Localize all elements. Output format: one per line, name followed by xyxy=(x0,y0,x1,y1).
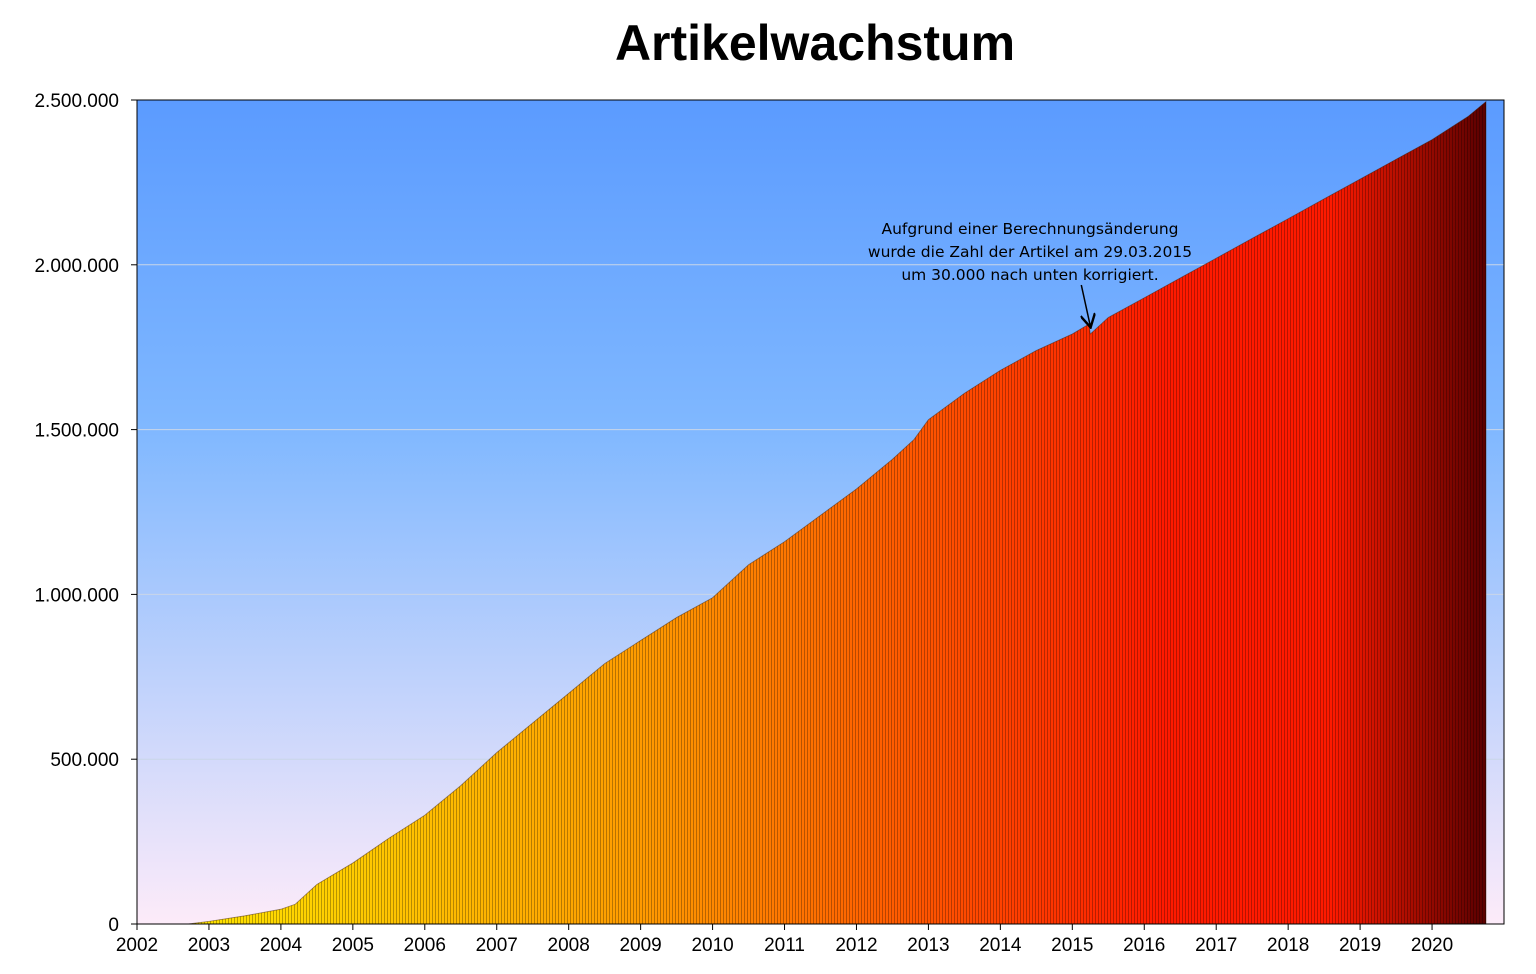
plot-frame xyxy=(136,99,1505,925)
x-tick-label: 2017 xyxy=(1195,935,1237,956)
x-tick-label: 2003 xyxy=(188,935,230,956)
x-tick-label: 2004 xyxy=(260,935,303,956)
y-tick-label: 2.000.000 xyxy=(34,256,119,277)
x-tick-label: 2013 xyxy=(907,935,949,956)
x-tick-label: 2010 xyxy=(691,935,733,956)
x-tick-label: 2016 xyxy=(1123,935,1165,956)
bar-stripes xyxy=(187,101,1486,925)
annotation-text: um 30.000 nach unten korrigiert. xyxy=(901,266,1158,284)
x-tick-label: 2015 xyxy=(1051,935,1093,956)
x-tick-label: 2008 xyxy=(548,935,590,956)
y-tick-label: 1.500.000 xyxy=(34,421,119,442)
x-tick-label: 2006 xyxy=(404,935,446,956)
x-tick-label: 2009 xyxy=(619,935,661,956)
x-tick-label: 2020 xyxy=(1411,935,1453,956)
y-axis: 0 500.000 1.000.000 1.500.000 2.000.000 2.500… xyxy=(34,91,137,936)
series-outline xyxy=(187,100,1487,925)
x-tick-label: 2014 xyxy=(979,935,1022,956)
y-tick-label: 1.000.000 xyxy=(34,585,119,606)
x-tick-label: 2007 xyxy=(476,935,518,956)
x-tick-label: 2018 xyxy=(1267,935,1309,956)
x-tick-label: 2011 xyxy=(764,935,805,956)
x-tick-label: 2005 xyxy=(332,935,374,956)
x-tick-label: 2019 xyxy=(1339,935,1381,956)
x-tick-label: 2012 xyxy=(835,935,877,956)
y-tick-label: 0 xyxy=(108,915,119,936)
chart-title: Artikelwachstum xyxy=(614,15,1016,71)
y-tick-label: 500.000 xyxy=(50,750,119,771)
x-axis: 2002 2003 2004 2005 2006 2007 2008 2009 2010 2011… xyxy=(116,924,1453,956)
data-area xyxy=(187,100,1487,925)
annotation-text: wurde die Zahl der Artikel am 29.03.2015 xyxy=(868,243,1192,261)
annotation: Aufgrund einer Berechnungsänderung wurde … xyxy=(868,220,1192,326)
annotation-arrow xyxy=(1081,284,1090,326)
x-tick-label: 2002 xyxy=(116,935,158,956)
annotation-text: Aufgrund einer Berechnungsänderung xyxy=(881,220,1178,238)
y-tick-label: 2.500.000 xyxy=(34,91,119,112)
